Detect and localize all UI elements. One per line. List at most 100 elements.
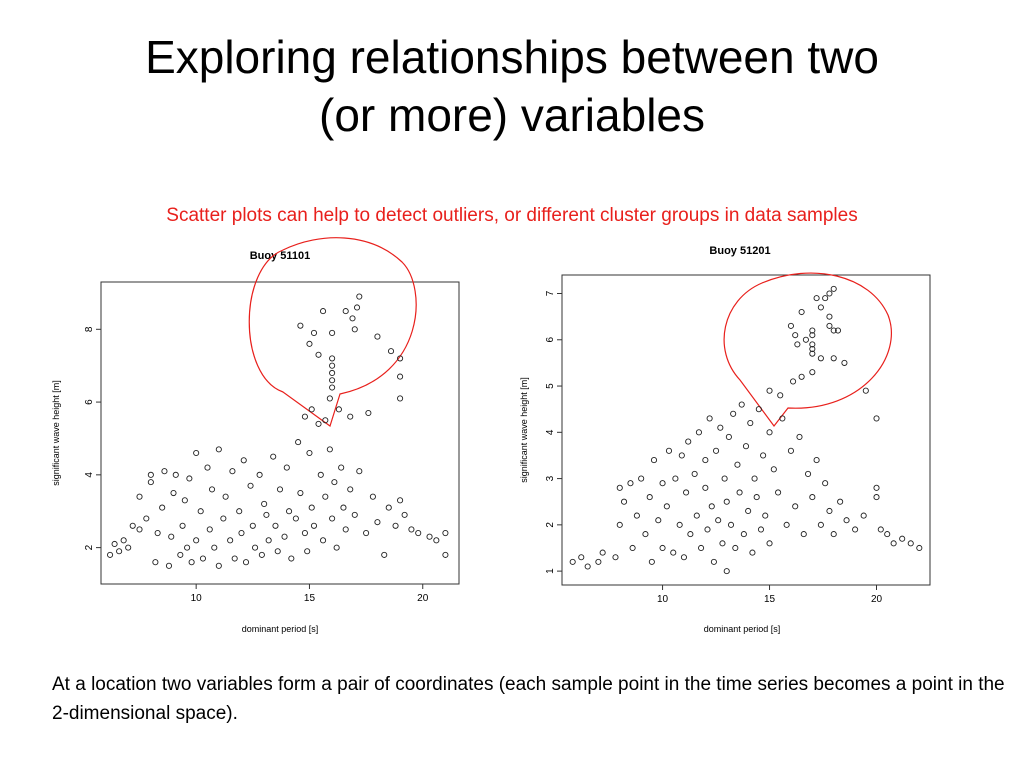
data-point	[181, 497, 188, 504]
data-point	[442, 551, 449, 558]
data-point	[766, 429, 773, 436]
data-point	[365, 409, 372, 417]
data-point	[817, 521, 824, 528]
data-point	[809, 494, 816, 501]
data-point	[766, 540, 773, 547]
chart-title: Buoy 51101	[250, 250, 311, 262]
data-points	[107, 293, 449, 569]
y-tick-label: 7	[545, 290, 556, 296]
data-point	[813, 457, 820, 464]
data-point	[211, 544, 218, 551]
data-point	[766, 387, 773, 394]
data-point	[208, 486, 216, 493]
data-point	[274, 548, 281, 555]
data-point	[837, 498, 844, 505]
data-point	[794, 341, 801, 348]
data-point	[442, 530, 449, 537]
y-tick-label: 2	[545, 522, 556, 528]
data-point	[199, 555, 207, 562]
data-point	[698, 544, 705, 552]
data-point	[317, 471, 324, 478]
data-point	[736, 489, 743, 496]
data-point	[193, 537, 200, 544]
data-point	[301, 530, 308, 537]
data-point	[648, 558, 655, 565]
data-point	[340, 504, 347, 511]
plot-frame	[100, 281, 460, 585]
data-point	[710, 558, 717, 565]
data-point	[347, 413, 354, 420]
data-point	[852, 526, 859, 533]
data-point	[385, 504, 392, 511]
data-point	[143, 515, 150, 522]
data-point	[310, 522, 318, 529]
data-point	[326, 395, 333, 402]
data-point	[830, 285, 837, 292]
data-point	[301, 413, 308, 420]
data-point	[272, 522, 279, 529]
data-point	[335, 406, 342, 413]
x-tick-label: 10	[657, 594, 669, 605]
slide-subtitle: Scatter plots can help to detect outlier…	[166, 205, 858, 226]
data-point	[792, 503, 799, 510]
data-point	[685, 438, 692, 445]
data-point	[222, 493, 229, 500]
data-point	[725, 433, 732, 440]
data-point	[315, 420, 322, 427]
data-point	[826, 290, 833, 297]
data-point	[408, 526, 415, 533]
data-point	[238, 530, 245, 537]
data-point	[329, 384, 336, 391]
data-point	[760, 452, 767, 459]
data-point	[884, 531, 891, 538]
data-point	[249, 522, 256, 529]
data-point	[329, 515, 336, 522]
slide-title-line-2: (or more) variables	[319, 89, 705, 141]
data-point	[242, 559, 250, 566]
data-point	[826, 322, 833, 329]
scatter-chart-buoy-51201: Buoy 51201 10 15 20 1 2 3 4 5 6 7 dominant period…	[519, 245, 931, 634]
data-point	[356, 468, 363, 475]
data-point	[809, 369, 816, 376]
data-point	[320, 537, 327, 544]
data-point	[655, 517, 662, 524]
data-point	[693, 512, 700, 519]
data-point	[326, 446, 333, 453]
data-point	[333, 544, 340, 551]
data-point	[120, 537, 127, 544]
data-point	[708, 503, 715, 510]
data-point	[161, 468, 168, 475]
data-point	[809, 327, 816, 334]
data-point	[329, 362, 336, 369]
data-point	[231, 555, 238, 562]
y-axis-label: significant wave height [m]	[519, 377, 529, 483]
data-point	[297, 489, 304, 497]
y-axis-label: significant wave height [m]	[51, 380, 61, 486]
data-point	[650, 457, 658, 464]
data-point	[147, 479, 154, 486]
data-point	[270, 453, 277, 460]
data-point	[638, 475, 645, 482]
data-point	[197, 508, 204, 515]
data-point	[719, 540, 726, 547]
data-point	[745, 507, 752, 515]
data-point	[817, 304, 824, 311]
data-point	[691, 470, 698, 478]
data-point	[415, 530, 422, 537]
data-point	[899, 535, 906, 542]
slide-title: Exploring relationships between two (or …	[0, 28, 1024, 144]
data-point	[351, 326, 358, 333]
data-point	[723, 568, 730, 575]
data-point	[292, 515, 299, 522]
data-point	[830, 355, 837, 362]
data-points	[569, 285, 923, 575]
data-point	[873, 415, 880, 422]
data-point	[775, 489, 782, 496]
data-point	[599, 549, 606, 556]
y-tick-label: 5	[545, 383, 556, 389]
data-point	[834, 327, 842, 334]
data-point	[762, 512, 769, 519]
data-point	[215, 446, 222, 453]
data-point	[747, 420, 754, 427]
data-point	[770, 466, 777, 473]
